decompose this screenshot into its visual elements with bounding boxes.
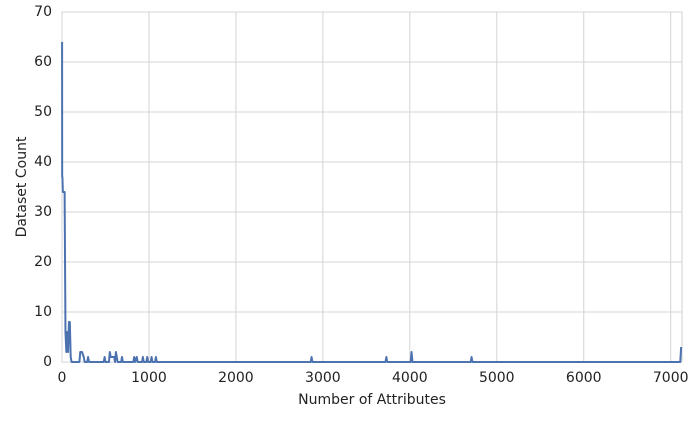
x-tick-label: 6000 [566, 370, 602, 386]
x-axis-label: Number of Attributes [298, 392, 446, 408]
y-tick-label: 0 [43, 354, 52, 370]
data-line [61, 41, 683, 363]
x-tick-label: 1000 [131, 370, 167, 386]
y-tick-label: 70 [34, 4, 52, 20]
x-tick-label: 5000 [479, 370, 515, 386]
y-tick-label: 50 [34, 104, 52, 120]
x-tick-label: 3000 [305, 370, 341, 386]
y-tick-label: 30 [34, 204, 52, 220]
y-tick-label: 60 [34, 54, 52, 70]
y-tick-label: 20 [34, 254, 52, 270]
x-tick-label: 7000 [653, 370, 689, 386]
x-tick-label: 2000 [218, 370, 254, 386]
plot-area [61, 11, 683, 363]
y-tick-label: 40 [34, 154, 52, 170]
y-tick-label: 10 [34, 304, 52, 320]
y-axis-label: Dataset Count [14, 136, 30, 237]
x-tick-label: 4000 [392, 370, 428, 386]
x-tick-label: 0 [58, 370, 67, 386]
